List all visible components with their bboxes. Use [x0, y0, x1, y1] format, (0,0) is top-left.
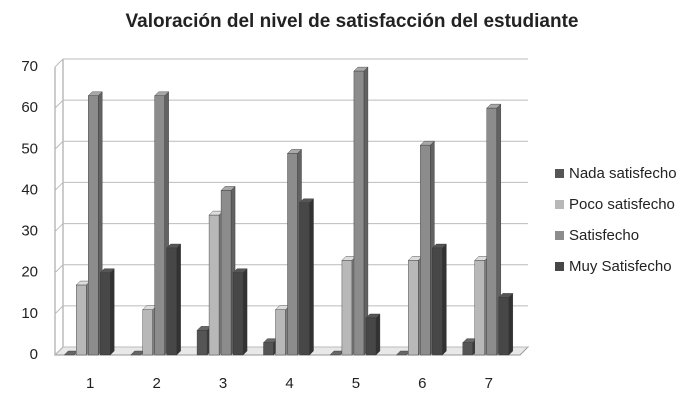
bar: [76, 284, 87, 356]
bar-side: [176, 243, 181, 356]
legend-label: Poco satisfecho: [569, 196, 675, 213]
legend-swatch: [555, 169, 564, 178]
x-tick-label: 3: [219, 375, 227, 392]
bar: [462, 342, 473, 356]
bar: [341, 260, 353, 356]
y-tick-label: 50: [21, 140, 38, 157]
bar: [275, 309, 286, 356]
legend-swatch: [555, 200, 564, 209]
bar: [287, 153, 298, 356]
y-tick-label: 30: [21, 223, 38, 240]
grid-line-side: [54, 305, 64, 315]
axis-wall: [54, 59, 64, 356]
bar: [220, 190, 232, 356]
grid-line-side: [54, 223, 64, 232]
bar: [88, 95, 99, 356]
legend-label: Satisfecho: [569, 227, 639, 244]
x-tick-label: 2: [152, 375, 160, 392]
bar: [154, 95, 165, 356]
bar-side: [442, 243, 447, 356]
x-tick-label: 5: [352, 375, 360, 392]
y-tick-label: 10: [21, 305, 38, 322]
y-tick-label: 40: [21, 181, 38, 198]
chart-title: Valoración del nivel de satisfacción del…: [126, 11, 579, 32]
bar: [263, 342, 274, 356]
x-tick-label: 1: [86, 375, 94, 392]
bar: [299, 202, 310, 356]
bar-side: [309, 198, 314, 356]
bar-side: [375, 313, 381, 356]
y-tick-label: 20: [21, 264, 38, 281]
legend-label: Muy Satisfecho: [569, 258, 672, 275]
y-tick-label: 60: [21, 99, 38, 116]
grid-line-side: [54, 264, 64, 274]
x-tick-label: 4: [285, 375, 293, 392]
bar: [498, 297, 509, 356]
bar: [142, 309, 153, 356]
bar: [166, 247, 177, 356]
y-tick-label: 70: [21, 58, 38, 75]
legend-label: Nada satisfecho: [569, 165, 677, 182]
bar: [474, 260, 485, 356]
x-tick-label: 6: [418, 375, 426, 392]
bar: [100, 272, 111, 356]
bar-side: [110, 268, 115, 356]
grid-line-side: [54, 182, 64, 191]
bar: [420, 144, 431, 356]
bar-side: [363, 66, 369, 356]
bar: [486, 107, 497, 356]
grid-line-side: [54, 58, 64, 68]
y-tick-label: 0: [30, 346, 38, 363]
bar-side: [242, 268, 248, 356]
x-tick-label: 7: [485, 375, 493, 392]
legend-swatch: [555, 231, 564, 240]
grid-line-side: [54, 346, 64, 356]
bar: [196, 330, 208, 356]
grid-line-side: [54, 99, 64, 109]
bar: [365, 317, 377, 356]
grid-line-side: [54, 140, 64, 150]
bar: [432, 247, 443, 356]
legend-swatch: [555, 262, 564, 271]
bar: [408, 260, 419, 356]
bar: [353, 70, 365, 356]
bar: [232, 272, 244, 356]
bar-side: [508, 292, 513, 356]
bar: [208, 214, 220, 356]
